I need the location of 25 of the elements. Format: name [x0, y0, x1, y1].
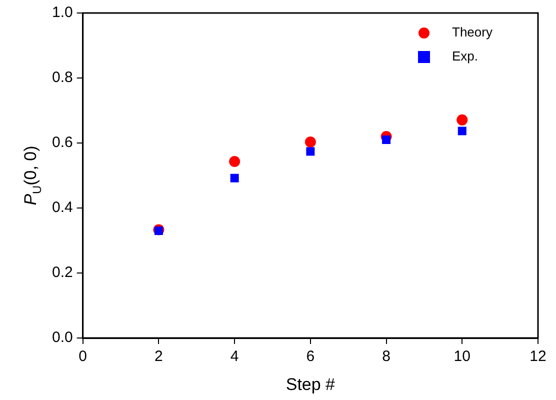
point	[230, 174, 239, 182]
legend-label: Exp.	[452, 48, 478, 64]
point	[382, 136, 391, 144]
x-tick-label: 0	[78, 348, 88, 366]
y-tick-label: 1.0	[52, 4, 73, 22]
legend-label: Theory	[452, 24, 493, 40]
x-tick-label: 8	[382, 348, 390, 366]
point	[306, 147, 315, 156]
point	[456, 114, 468, 126]
y-tick-label: 0.0	[52, 329, 73, 346]
y-tick-label: 0.8	[52, 69, 73, 86]
x-tick-label: 2	[154, 348, 163, 366]
y-tick-label: 0.6	[52, 134, 73, 152]
point	[154, 226, 163, 235]
x-tick-label: 10	[454, 348, 470, 366]
y-tick-label: 0.2	[52, 264, 73, 282]
y-tick-label: 0.4	[52, 199, 73, 216]
point	[229, 156, 240, 168]
point	[458, 126, 466, 136]
x-axis-title: Step #	[286, 375, 336, 394]
x-tick-label: 12	[530, 348, 546, 366]
point	[304, 136, 316, 148]
y-axis-title: PU(0, 0)	[21, 146, 44, 206]
x-tick-label: 4	[230, 348, 239, 366]
x-tick-label: 6	[306, 348, 315, 366]
